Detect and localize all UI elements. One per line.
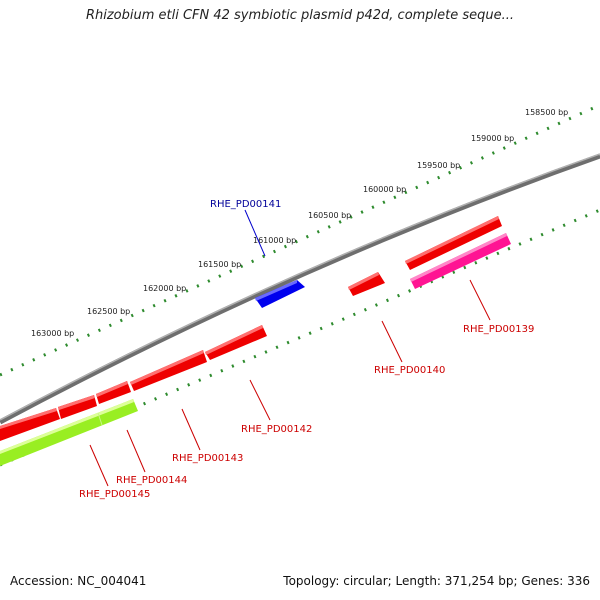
gene-feature[interactable] xyxy=(0,408,60,441)
scale-label: 159000 bp xyxy=(471,134,514,143)
scale-label: 160000 bp xyxy=(363,185,406,194)
scale-label: 160500 bp xyxy=(308,211,351,220)
gene-label[interactable]: RHE_PD00141 xyxy=(210,199,281,210)
gene-label[interactable]: RHE_PD00140 xyxy=(374,365,445,376)
scale-label: 163000 bp xyxy=(31,329,74,338)
gene-label[interactable]: RHE_PD00139 xyxy=(463,324,534,335)
gene-feature[interactable] xyxy=(130,350,207,391)
gene-feature[interactable] xyxy=(96,381,131,404)
outer-tick-track xyxy=(0,103,600,377)
gene-feature[interactable] xyxy=(410,233,511,289)
scale-labels: 158500 bp 159000 bp 159500 bp 160000 bp … xyxy=(31,108,568,338)
gene-feature[interactable] xyxy=(0,399,138,466)
gene-label[interactable]: RHE_PD00144 xyxy=(116,475,187,486)
map-title: Rhizobium etli CFN 42 symbiotic plasmid … xyxy=(85,8,515,23)
gene-feature[interactable] xyxy=(58,395,97,419)
leader-lines xyxy=(89,209,491,487)
gene-feature[interactable] xyxy=(405,216,502,270)
gene-feature[interactable] xyxy=(348,272,385,296)
gene-label[interactable]: RHE_PD00143 xyxy=(172,453,243,464)
scale-label: 162500 bp xyxy=(87,307,130,316)
scale-label: 161500 bp xyxy=(198,260,241,269)
scale-label: 162000 bp xyxy=(143,284,186,293)
gene-labels: RHE_PD00141 RHE_PD00139 RHE_PD00140 RHE_… xyxy=(79,199,534,500)
gene-feature[interactable] xyxy=(205,325,267,360)
summary-text: Topology: circular; Length: 371,254 bp; … xyxy=(283,574,590,588)
scale-label: 158500 bp xyxy=(525,108,568,117)
accession-text: Accession: NC_004041 xyxy=(10,574,147,588)
backbone xyxy=(0,153,600,425)
gene-label[interactable]: RHE_PD00142 xyxy=(241,424,312,435)
gene-feature[interactable] xyxy=(255,280,305,308)
scale-label: 161000 bp xyxy=(253,236,296,245)
gene-label[interactable]: RHE_PD00145 xyxy=(79,489,150,500)
scale-label: 159500 bp xyxy=(417,161,460,170)
